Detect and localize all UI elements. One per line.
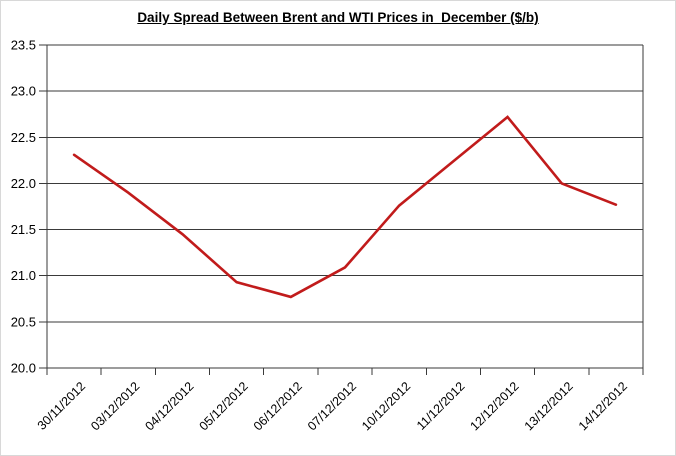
chart-title: Daily Spread Between Brent and WTI Price… [137, 10, 539, 25]
x-axis-tick-label: 13/12/2012 [522, 379, 576, 433]
y-axis-tick-label: 23.5 [11, 38, 36, 53]
y-axis-tick-label: 20.5 [11, 314, 36, 329]
y-axis-tick-label: 23.0 [11, 84, 36, 99]
x-axis-tick-label: 12/12/2012 [468, 379, 522, 433]
y-axis-tick-label: 22.0 [11, 176, 36, 191]
y-axis-tick-label: 22.5 [11, 130, 36, 145]
x-axis-tick-label: 10/12/2012 [359, 379, 413, 433]
x-axis-tick-label: 07/12/2012 [305, 379, 359, 433]
x-axis-tick-label: 03/12/2012 [88, 379, 142, 433]
y-axis-tick-label: 21.5 [11, 222, 36, 237]
y-axis-tick-label: 20.0 [11, 361, 36, 376]
x-axis-tick-label: 05/12/2012 [197, 379, 251, 433]
x-axis-tick-label: 11/12/2012 [414, 379, 468, 433]
x-axis-tick-label: 14/12/2012 [576, 379, 630, 433]
spread-line-series [72, 115, 618, 299]
x-axis-tick-label: 06/12/2012 [251, 379, 305, 433]
x-axis-tick-label: 30/11/2012 [35, 379, 89, 433]
x-axis-tick-label: 04/12/2012 [142, 379, 196, 433]
y-axis-tick-label: 21.0 [11, 268, 36, 283]
